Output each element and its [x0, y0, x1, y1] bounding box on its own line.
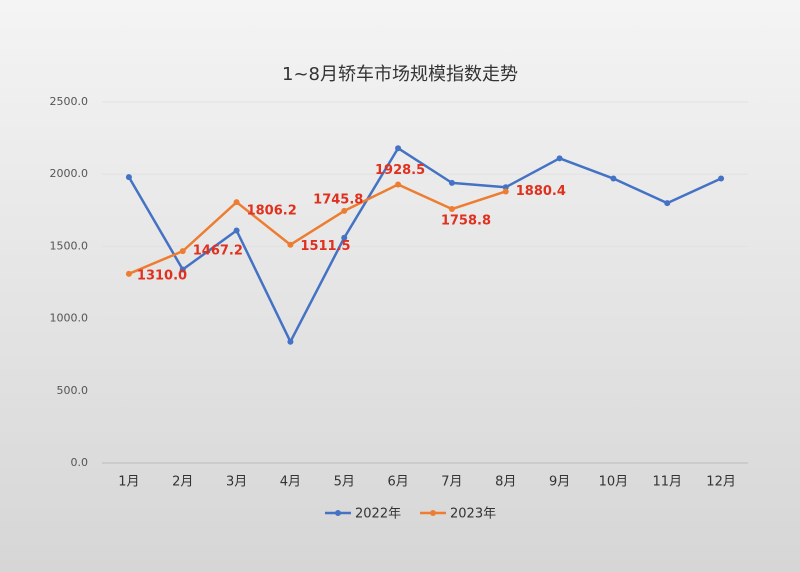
y-tick-label: 1000.0 — [50, 312, 89, 325]
data-point — [610, 175, 617, 182]
data-point — [179, 266, 186, 273]
data-point — [556, 155, 563, 162]
legend-marker — [335, 510, 341, 516]
x-tick-label: 12月 — [706, 475, 736, 490]
data-point — [287, 338, 294, 345]
x-tick-label: 10月 — [599, 475, 629, 490]
x-tick-label: 4月 — [280, 475, 301, 490]
data-label: 1806.2 — [247, 204, 297, 219]
y-tick-label: 0.0 — [71, 456, 89, 469]
data-label: 1467.2 — [193, 244, 243, 259]
x-tick-label: 8月 — [495, 475, 516, 490]
data-point — [448, 179, 455, 186]
data-point — [448, 206, 455, 213]
data-point — [341, 234, 348, 241]
legend-label: 2023年 — [450, 507, 496, 522]
data-point — [287, 241, 294, 248]
data-point — [502, 184, 509, 191]
y-tick-label: 2500.0 — [50, 95, 89, 108]
series-line — [127, 146, 722, 343]
y-tick-label: 2000.0 — [50, 167, 89, 180]
legend-marker — [430, 510, 436, 516]
x-tick-label: 7月 — [441, 475, 462, 490]
data-point — [179, 248, 186, 255]
x-tick-label: 5月 — [334, 475, 355, 490]
data-label: 1758.8 — [441, 214, 491, 229]
data-label: 1511.5 — [300, 239, 350, 254]
data-point — [718, 175, 725, 182]
data-point — [341, 207, 348, 214]
chart-title: 1~8月轿车市场规模指数走势 — [282, 64, 518, 85]
data-point — [502, 188, 509, 195]
data-label: 1310.0 — [137, 268, 187, 283]
x-tick-label: 3月 — [226, 475, 247, 490]
data-point — [233, 227, 240, 234]
data-point — [664, 200, 671, 207]
x-tick-label: 2月 — [172, 475, 193, 490]
x-tick-label: 11月 — [652, 475, 682, 490]
data-point — [395, 181, 402, 188]
data-point — [125, 270, 132, 277]
y-tick-label: 500.0 — [57, 384, 89, 397]
data-point — [233, 199, 240, 206]
y-tick-label: 1500.0 — [50, 239, 89, 252]
series-line — [128, 183, 507, 275]
x-tick-label: 9月 — [549, 475, 570, 490]
data-point — [395, 145, 402, 152]
data-label: 1928.5 — [375, 163, 425, 178]
legend-label: 2022年 — [355, 507, 401, 522]
data-label: 1880.4 — [516, 184, 566, 199]
data-label: 1745.8 — [313, 192, 363, 207]
data-point — [125, 174, 132, 181]
x-tick-label: 6月 — [387, 475, 408, 490]
x-tick-label: 1月 — [118, 475, 139, 490]
